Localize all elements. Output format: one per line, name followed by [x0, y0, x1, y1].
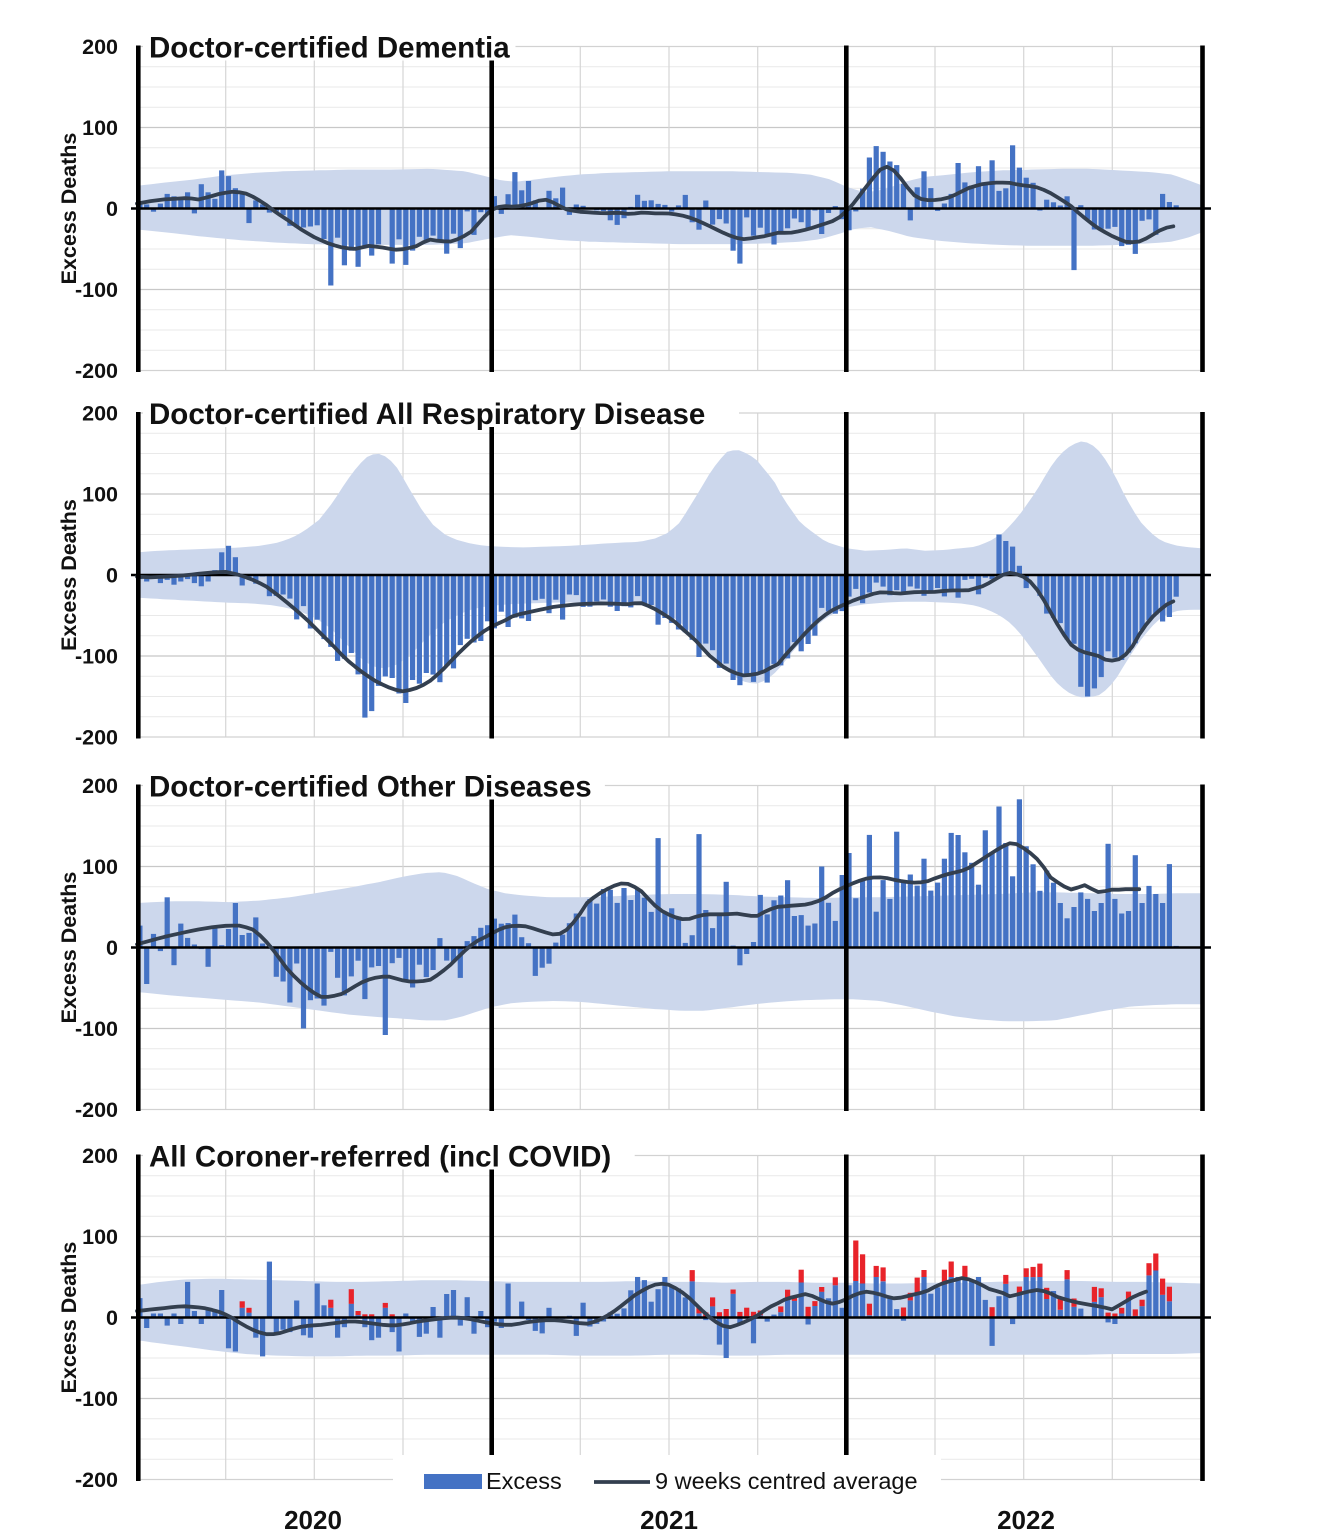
svg-text:-100: -100 [75, 1387, 118, 1411]
svg-text:200: 200 [82, 402, 118, 426]
svg-text:100: 100 [82, 116, 118, 140]
svg-text:0: 0 [106, 936, 118, 960]
svg-text:Doctor-certified All Respirato: Doctor-certified All Respiratory Disease [149, 398, 705, 431]
svg-text:100: 100 [82, 1225, 118, 1249]
svg-text:-100: -100 [75, 1017, 118, 1041]
svg-text:200: 200 [82, 35, 118, 59]
svg-text:-100: -100 [75, 278, 118, 302]
svg-text:-200: -200 [75, 359, 118, 383]
svg-text:100: 100 [82, 483, 118, 507]
svg-text:Doctor-certified Dementia: Doctor-certified Dementia [149, 32, 510, 65]
svg-text:Excess: Excess [486, 1468, 562, 1494]
svg-text:All Coroner-referred (incl COV: All Coroner-referred (incl COVID) [149, 1141, 611, 1174]
svg-text:0: 0 [106, 1306, 118, 1330]
svg-text:-200: -200 [75, 726, 118, 750]
svg-text:0: 0 [106, 197, 118, 221]
svg-text:-200: -200 [75, 1098, 118, 1122]
svg-text:9 weeks centred average: 9 weeks centred average [655, 1468, 918, 1494]
svg-text:0: 0 [106, 564, 118, 588]
svg-text:2022: 2022 [997, 1505, 1055, 1535]
svg-text:Excess Deaths: Excess Deaths [57, 499, 81, 651]
svg-text:Excess Deaths: Excess Deaths [57, 1242, 81, 1394]
svg-text:2021: 2021 [640, 1505, 698, 1535]
svg-text:200: 200 [82, 1144, 118, 1168]
svg-text:Excess Deaths: Excess Deaths [57, 133, 81, 285]
svg-text:-100: -100 [75, 645, 118, 669]
svg-text:2020: 2020 [284, 1505, 342, 1535]
svg-text:Excess Deaths: Excess Deaths [57, 872, 81, 1024]
svg-text:200: 200 [82, 774, 118, 798]
svg-text:-200: -200 [75, 1468, 118, 1492]
svg-text:100: 100 [82, 855, 118, 879]
svg-text:Doctor-certified Other Disease: Doctor-certified Other Diseases [149, 771, 592, 804]
